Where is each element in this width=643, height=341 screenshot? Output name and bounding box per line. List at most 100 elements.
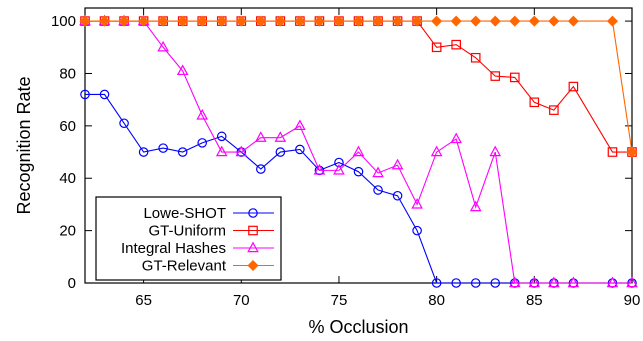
data-point-lowe-shot — [470, 278, 481, 288]
data-point-integral-hashes — [450, 132, 462, 144]
data-point-gt-relevant — [118, 15, 130, 27]
data-point-gt-relevant — [450, 15, 462, 27]
data-point-lowe-shot — [431, 278, 442, 288]
legend-marker — [248, 208, 258, 218]
data-point-gt-relevant — [352, 15, 365, 27]
data-point-lowe-shot — [197, 138, 208, 148]
series-line-gt-relevant — [85, 20, 633, 153]
data-point-gt-relevant — [157, 15, 169, 27]
data-point-gt-relevant — [294, 15, 306, 27]
data-point-gt-relevant — [470, 15, 482, 27]
legend-entry-gt-relevant: GT-Relevant — [142, 258, 274, 275]
data-point-gt-relevant — [235, 15, 247, 27]
y-tick-label: 0 — [68, 275, 76, 292]
data-point-gt-relevant — [626, 146, 638, 158]
legend-marker — [247, 241, 259, 253]
data-point-lowe-shot — [412, 225, 422, 236]
data-point-lowe-shot — [275, 147, 286, 157]
legend-entry-integral-hashes: Integral Hashes — [121, 240, 274, 257]
y-axis-label: Recognition Rate — [14, 76, 34, 214]
data-point-gt-relevant — [216, 15, 228, 27]
data-point-gt-relevant — [372, 15, 384, 27]
y-tick-label: 20 — [59, 223, 76, 240]
data-point-integral-hashes — [606, 276, 619, 288]
data-point-integral-hashes — [508, 276, 521, 288]
data-point-gt-uniform — [549, 105, 559, 115]
y-tick-label: 40 — [59, 170, 76, 187]
data-point-gt-relevant — [255, 15, 267, 27]
data-point-gt-relevant — [177, 15, 189, 27]
data-point-lowe-shot — [295, 144, 305, 155]
data-point-lowe-shot — [490, 278, 501, 288]
data-point-gt-uniform — [529, 97, 540, 108]
data-point-gt-relevant — [138, 15, 150, 27]
data-point-gt-relevant — [431, 15, 443, 27]
series-line-integral-hashes — [85, 20, 632, 284]
data-point-lowe-shot — [216, 131, 227, 142]
data-point-lowe-shot — [80, 89, 90, 100]
legend-label: Integral Hashes — [121, 240, 226, 257]
x-tick-label: 80 — [428, 292, 445, 309]
data-point-lowe-shot — [334, 157, 344, 168]
data-point-lowe-shot — [451, 278, 461, 288]
data-point-integral-hashes — [567, 276, 580, 288]
data-point-integral-hashes — [157, 40, 169, 52]
x-tick-label: 90 — [624, 292, 641, 309]
data-point-lowe-shot — [138, 147, 149, 157]
data-point-gt-relevant — [274, 15, 286, 27]
data-point-integral-hashes — [176, 64, 189, 76]
data-point-lowe-shot — [256, 164, 266, 174]
series-line-gt-uniform — [85, 20, 632, 153]
data-point-gt-uniform — [509, 72, 520, 83]
data-point-gt-relevant — [196, 15, 208, 27]
data-point-gt-relevant — [528, 15, 540, 27]
data-point-lowe-shot — [158, 143, 168, 153]
data-point-lowe-shot — [392, 190, 403, 201]
y-tick-label: 80 — [59, 65, 76, 82]
data-point-gt-uniform — [431, 42, 442, 53]
data-point-gt-relevant — [489, 15, 501, 27]
data-point-gt-uniform — [607, 147, 618, 157]
x-axis-label: % Occlusion — [308, 317, 408, 337]
data-point-lowe-shot — [99, 89, 110, 100]
data-point-gt-relevant — [79, 15, 91, 27]
data-point-gt-relevant — [411, 15, 423, 27]
x-tick-label: 85 — [526, 292, 543, 309]
data-point-gt-relevant — [567, 15, 579, 27]
legend-label: Lowe-SHOT — [143, 205, 226, 222]
data-point-integral-hashes — [196, 108, 209, 120]
y-tick-label: 60 — [59, 118, 76, 135]
data-point-lowe-shot — [177, 147, 188, 157]
data-point-integral-hashes — [548, 276, 560, 288]
series-gt-uniform — [80, 16, 637, 157]
data-point-integral-hashes — [215, 145, 228, 157]
y-tick-label: 100 — [51, 13, 76, 30]
data-point-integral-hashes — [528, 276, 541, 288]
plot-frame — [84, 7, 633, 284]
series-gt-relevant — [79, 15, 638, 158]
data-point-integral-hashes — [333, 163, 345, 175]
data-point-integral-hashes — [489, 145, 502, 157]
data-point-integral-hashes — [391, 158, 404, 170]
data-point-gt-relevant — [392, 15, 404, 27]
data-point-integral-hashes — [235, 145, 248, 157]
data-point-integral-hashes — [469, 200, 482, 212]
data-point-integral-hashes — [274, 131, 287, 142]
data-point-gt-uniform — [568, 81, 579, 92]
data-point-gt-relevant — [333, 15, 345, 27]
data-point-gt-uniform — [470, 52, 481, 63]
data-point-gt-uniform — [451, 39, 461, 50]
data-point-integral-hashes — [430, 145, 443, 157]
data-point-gt-relevant — [548, 15, 560, 27]
x-tick-label: 75 — [331, 292, 348, 309]
data-point-integral-hashes — [372, 166, 384, 178]
data-point-integral-hashes — [626, 276, 638, 288]
data-point-integral-hashes — [294, 119, 306, 131]
data-point-gt-relevant — [313, 15, 325, 27]
data-point-gt-relevant — [99, 15, 111, 27]
data-point-lowe-shot — [373, 185, 383, 195]
data-point-integral-hashes — [313, 163, 326, 175]
